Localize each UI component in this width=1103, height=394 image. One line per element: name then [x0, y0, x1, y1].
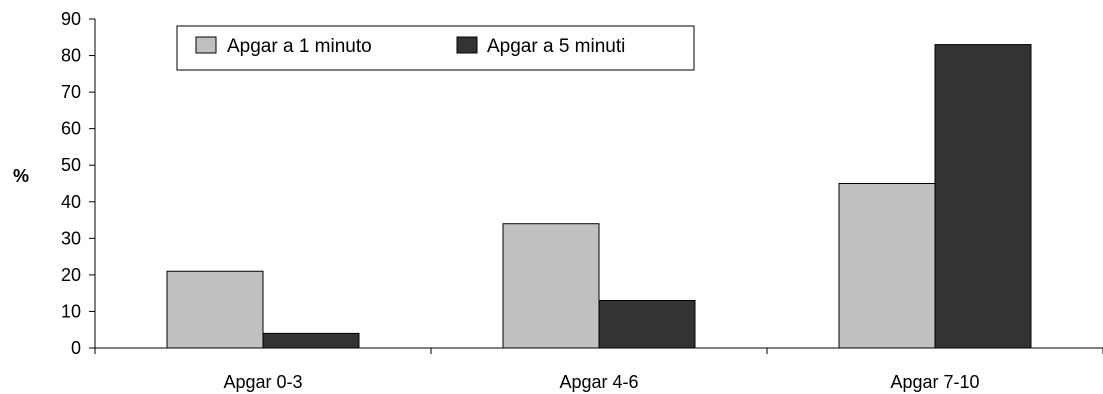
bar-apgar-1-minuto — [502, 223, 600, 349]
bar-apgar-5-minuti — [262, 332, 360, 349]
y-tick-label: 40 — [61, 192, 81, 212]
bars — [166, 44, 1032, 349]
legend-swatch — [456, 36, 478, 54]
y-tick-label: 30 — [61, 228, 81, 248]
y-tick-label: 90 — [61, 9, 81, 29]
bar-apgar-5-minuti — [934, 44, 1032, 349]
y-axis-label: % — [13, 166, 29, 186]
x-tick-label: Apgar 4-6 — [559, 372, 638, 392]
y-tick-label: 70 — [61, 82, 81, 102]
y-tick-label: 10 — [61, 301, 81, 321]
x-tick-label: Apgar 0-3 — [223, 372, 302, 392]
x-tick-label: Apgar 7-10 — [890, 372, 979, 392]
y-tick-label: 0 — [71, 338, 81, 358]
legend-label: Apgar a 1 minuto — [227, 36, 372, 57]
bar-apgar-1-minuto — [838, 183, 936, 349]
y-tick-label: 80 — [61, 46, 81, 66]
legend-box — [176, 25, 695, 71]
y-tick-label: 20 — [61, 265, 81, 285]
axes: 0 10 20 30 40 50 60 70 80 90 Apgar 0-3 Apgar 4-6 Apg… — [61, 9, 1103, 392]
legend: Apgar a 1 minuto Apgar a 5 minuti — [176, 25, 695, 71]
legend-label: Apgar a 5 minuti — [487, 36, 625, 57]
y-tick-label: 60 — [61, 119, 81, 139]
y-tick-label: 50 — [61, 155, 81, 175]
legend-swatch — [195, 36, 217, 54]
bar-apgar-5-minuti — [598, 299, 696, 349]
bar-apgar-1-minuto — [166, 270, 264, 349]
